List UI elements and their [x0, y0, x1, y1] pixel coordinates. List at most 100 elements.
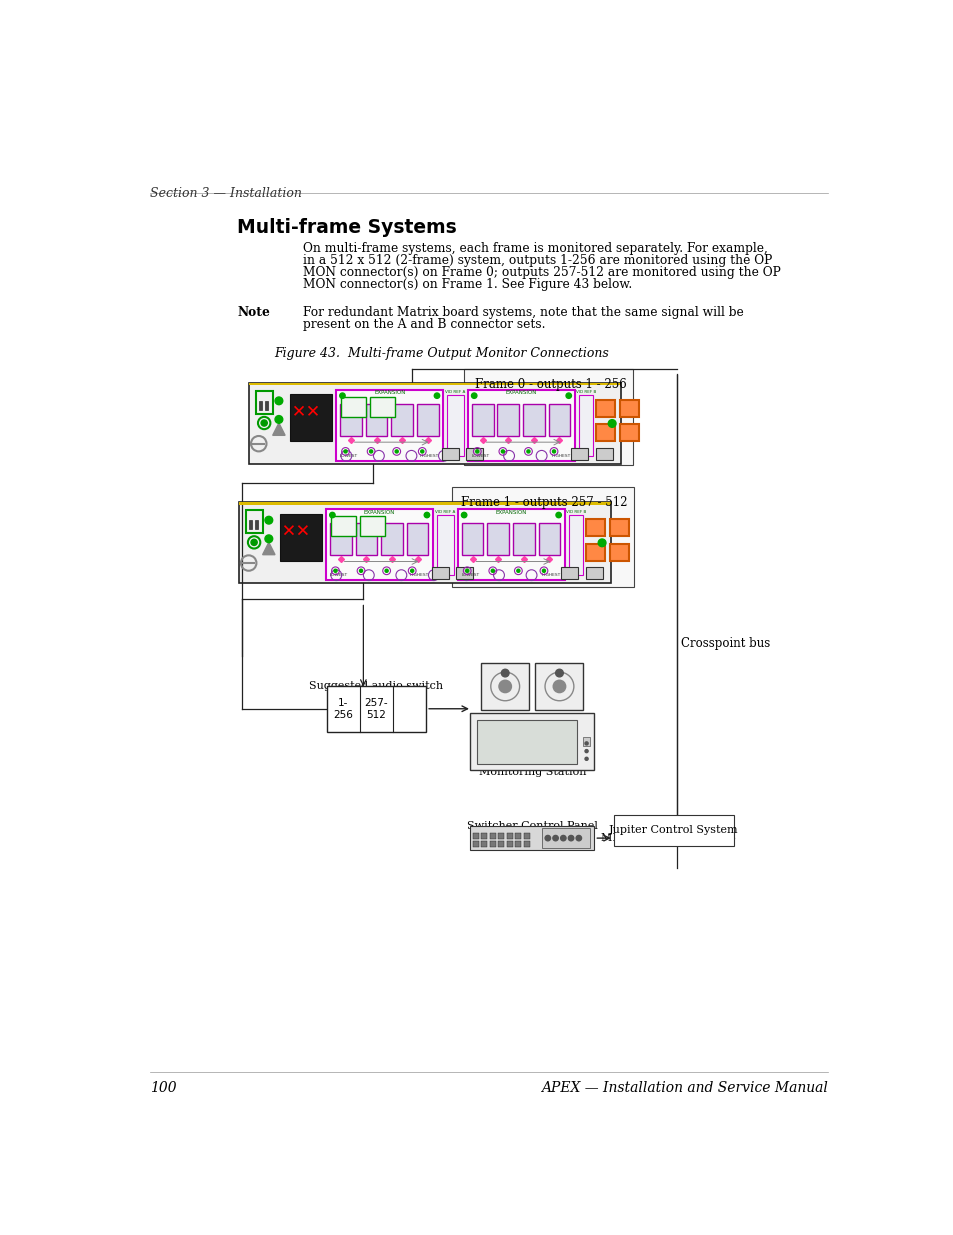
Text: Monitoring Station: Monitoring Station — [478, 767, 585, 777]
Text: Switcher Control Panel: Switcher Control Panel — [466, 821, 598, 831]
Bar — [480, 832, 487, 839]
Bar — [497, 841, 504, 847]
Text: HIGHEST: HIGHEST — [551, 453, 571, 458]
Bar — [513, 524, 534, 555]
Bar — [613, 815, 733, 846]
Bar — [585, 520, 604, 536]
Circle shape — [568, 835, 573, 841]
Bar — [249, 383, 620, 385]
Text: On multi-frame systems, each frame is monitored separately. For example,: On multi-frame systems, each frame is mo… — [303, 242, 767, 256]
Text: HIGHEST: HIGHEST — [541, 573, 560, 577]
Text: APEX — Installation and Service Manual: APEX — Installation and Service Manual — [540, 1082, 827, 1095]
Bar — [406, 524, 428, 555]
Circle shape — [553, 835, 558, 841]
Bar — [522, 404, 544, 436]
Bar — [542, 829, 590, 848]
Circle shape — [265, 516, 273, 524]
Bar — [619, 400, 639, 417]
Circle shape — [420, 450, 423, 453]
Circle shape — [339, 393, 345, 399]
Bar — [331, 516, 355, 536]
Circle shape — [584, 750, 587, 752]
Text: MON connector(s) on Frame 0; outputs 257-512 are monitored using the OP: MON connector(s) on Frame 0; outputs 257… — [303, 266, 780, 279]
Bar — [523, 832, 530, 839]
Bar — [279, 514, 322, 561]
Text: VID REF B: VID REF B — [575, 390, 596, 394]
Circle shape — [465, 569, 468, 572]
Bar — [585, 543, 604, 561]
Bar — [254, 520, 257, 530]
Bar — [609, 543, 629, 561]
Bar — [468, 389, 575, 461]
Bar — [360, 516, 385, 536]
Text: MPK bus: MPK bus — [599, 834, 651, 844]
Bar — [487, 524, 509, 555]
Circle shape — [344, 450, 347, 453]
Bar — [489, 841, 496, 847]
Bar — [472, 832, 478, 839]
Bar — [470, 714, 594, 771]
Text: Suggested audio switch: Suggested audio switch — [309, 680, 443, 692]
Bar — [391, 404, 413, 436]
Text: Frame 0 - outputs 1 - 256: Frame 0 - outputs 1 - 256 — [475, 378, 626, 391]
Bar — [583, 737, 589, 746]
Bar — [370, 396, 395, 417]
Text: EXPANSION: EXPANSION — [374, 390, 405, 395]
Text: EXPANSION: EXPANSION — [505, 390, 537, 395]
Bar — [609, 520, 629, 536]
Bar — [515, 841, 521, 847]
Circle shape — [410, 569, 414, 572]
Bar — [461, 524, 483, 555]
Circle shape — [369, 450, 373, 453]
Text: HIGHEST: HIGHEST — [410, 573, 429, 577]
Bar — [537, 524, 559, 555]
Circle shape — [542, 569, 545, 572]
Bar — [578, 395, 592, 456]
Bar — [431, 567, 448, 579]
Circle shape — [265, 535, 273, 542]
Bar — [596, 447, 612, 459]
Bar — [249, 383, 620, 464]
Circle shape — [498, 680, 511, 693]
Bar — [255, 390, 273, 414]
Text: Section 3 — Installation: Section 3 — Installation — [150, 186, 302, 200]
Polygon shape — [273, 424, 285, 435]
Bar — [239, 503, 611, 583]
Text: VID REF A: VID REF A — [445, 390, 465, 394]
Circle shape — [251, 540, 257, 546]
Bar — [506, 841, 513, 847]
Text: HIGHEST: HIGHEST — [419, 453, 439, 458]
Text: Figure 43.  Multi-frame Output Monitor Connections: Figure 43. Multi-frame Output Monitor Co… — [274, 347, 608, 359]
Circle shape — [385, 569, 388, 572]
Text: Jupiter Control System: Jupiter Control System — [608, 825, 738, 835]
Circle shape — [424, 513, 429, 517]
Text: For redundant Matrix board systems, note that the same signal will be: For redundant Matrix board systems, note… — [303, 306, 743, 319]
Circle shape — [584, 757, 587, 761]
Bar — [258, 400, 261, 410]
Bar — [619, 425, 639, 441]
Bar — [245, 510, 262, 534]
Text: present on the A and B connector sets.: present on the A and B connector sets. — [303, 317, 545, 331]
Bar — [441, 447, 458, 459]
Bar — [571, 447, 587, 459]
Bar — [472, 404, 493, 436]
Polygon shape — [262, 542, 274, 555]
Bar — [327, 685, 426, 732]
Bar — [335, 389, 443, 461]
Text: LOWEST: LOWEST — [340, 453, 358, 458]
Bar — [497, 832, 504, 839]
Circle shape — [471, 393, 476, 399]
Bar — [515, 832, 521, 839]
Text: 257-
512: 257- 512 — [364, 698, 388, 720]
Text: MON connector(s) on Frame 1. See Figure 43 below.: MON connector(s) on Frame 1. See Figure … — [303, 278, 632, 291]
Bar — [523, 841, 530, 847]
Bar — [436, 515, 454, 576]
Circle shape — [491, 569, 494, 572]
Circle shape — [274, 396, 282, 405]
Circle shape — [526, 450, 530, 453]
Bar — [489, 832, 496, 839]
Bar — [470, 826, 594, 851]
Bar — [447, 395, 464, 456]
Bar — [457, 509, 564, 580]
Text: EXPANSION: EXPANSION — [364, 510, 395, 515]
